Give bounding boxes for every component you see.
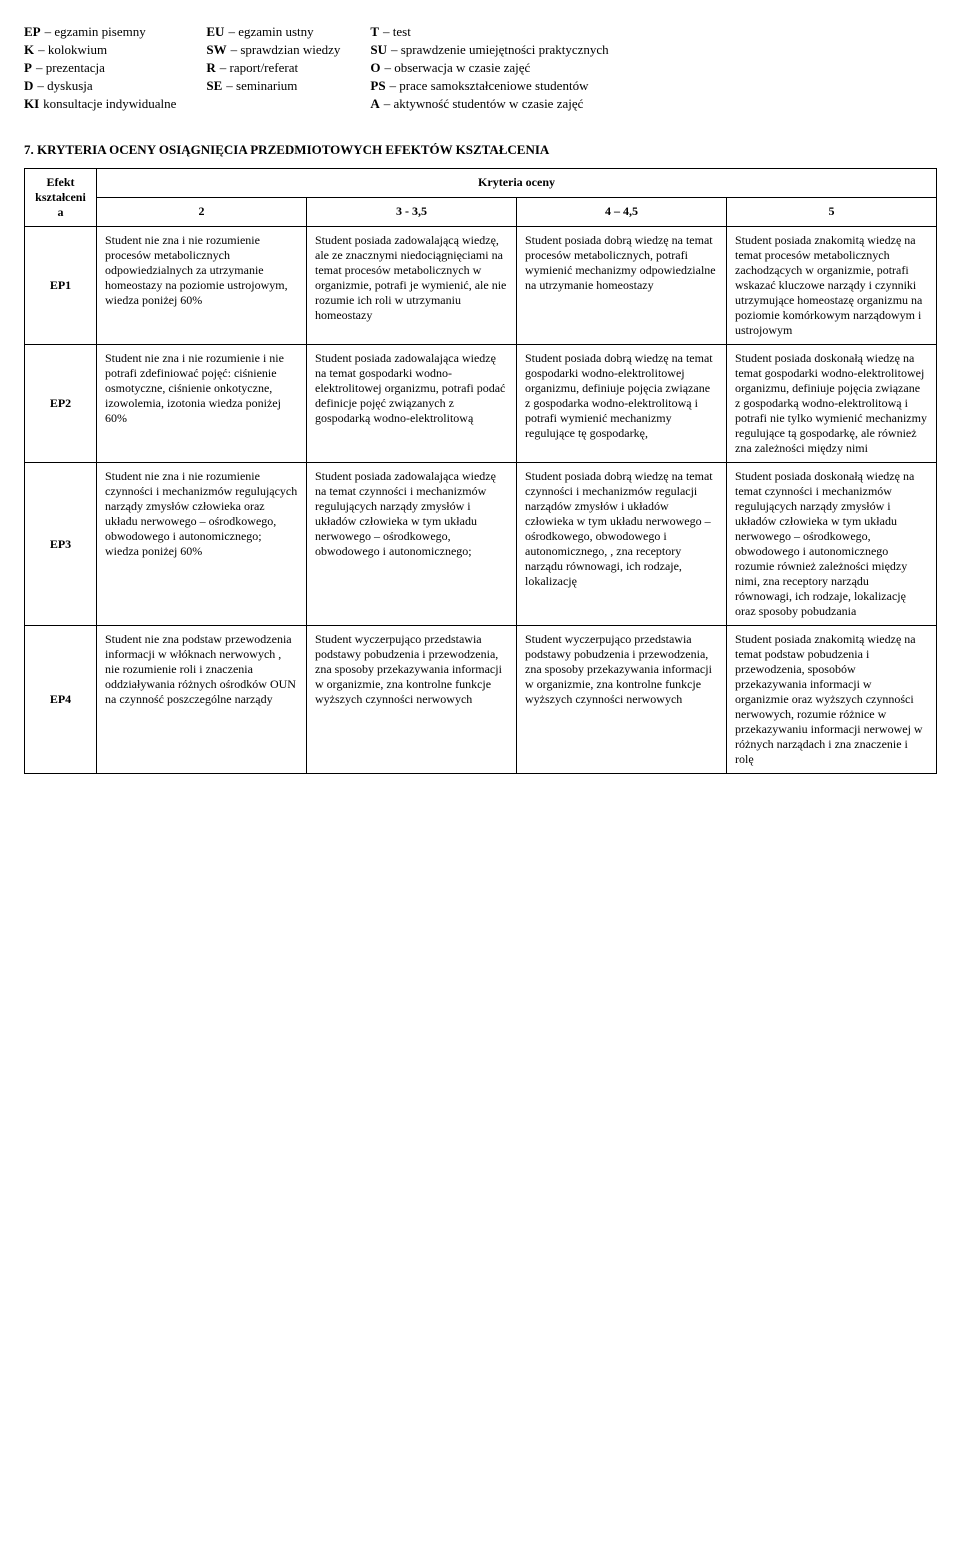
ep-label: EP1: [25, 227, 97, 345]
efekt-header: Efekt kształceni a: [25, 169, 97, 227]
legend-item: D – dyskusja: [24, 78, 176, 94]
legend-text: – test: [383, 24, 411, 40]
grade-header-row: 2 3 - 3,5 4 – 4,5 5: [25, 198, 937, 227]
legend-code: SE: [206, 78, 222, 94]
grade-header: 4 – 4,5: [517, 198, 727, 227]
ep-label: EP4: [25, 626, 97, 774]
legend-item: SW – sprawdzian wiedzy: [206, 42, 340, 58]
grade-header: 3 - 3,5: [307, 198, 517, 227]
criteria-cell: Student posiada zadowalającą wiedzę, ale…: [307, 227, 517, 345]
legend-item: KI konsultacje indywidualne: [24, 96, 176, 112]
criteria-cell: Student posiada dobrą wiedzę na temat pr…: [517, 227, 727, 345]
legend-text: – egzamin pisemny: [45, 24, 146, 40]
legend-code: SU: [370, 42, 387, 58]
criteria-cell: Student posiada dobrą wiedzę na temat cz…: [517, 463, 727, 626]
legend-code: SW: [206, 42, 226, 58]
table-row: EP4Student nie zna podstaw przewodzenia …: [25, 626, 937, 774]
legend-code: T: [370, 24, 379, 40]
legend-text: – dyskusja: [37, 78, 92, 94]
legend-col-3: T – test SU – sprawdzenie umiejętności pr…: [370, 24, 608, 112]
section-title: 7. KRYTERIA OCENY OSIĄGNIĘCIA PRZEDMIOTO…: [24, 142, 936, 158]
legend-text: – aktywność studentów w czasie zajęć: [384, 96, 584, 112]
legend-code: KI: [24, 96, 39, 112]
legend-item: R – raport/referat: [206, 60, 340, 76]
criteria-cell: Student posiada zadowalająca wiedzę na t…: [307, 463, 517, 626]
criteria-cell: Student posiada znakomitą wiedzę na tema…: [727, 227, 937, 345]
legend-item: EP – egzamin pisemny: [24, 24, 176, 40]
ep-label: EP2: [25, 345, 97, 463]
criteria-table: Efekt kształceni a Kryteria oceny 2 3 - …: [24, 168, 937, 774]
legend-code: P: [24, 60, 32, 76]
legend-text: – sprawdzenie umiejętności praktycznych: [391, 42, 609, 58]
legend-item: K – kolokwium: [24, 42, 176, 58]
legend-item: EU – egzamin ustny: [206, 24, 340, 40]
grade-header: 2: [97, 198, 307, 227]
legend-text: – prezentacja: [36, 60, 105, 76]
criteria-cell: Student posiada dobrą wiedzę na temat go…: [517, 345, 727, 463]
legend-col-1: EP – egzamin pisemny K – kolokwium P – pre…: [24, 24, 176, 112]
legend-text: konsultacje indywidualne: [43, 96, 176, 112]
legend-item: SU – sprawdzenie umiejętności praktyczny…: [370, 42, 608, 58]
legend-item: SE – seminarium: [206, 78, 340, 94]
legend-col-2: EU – egzamin ustnySW – sprawdzian wiedzy…: [206, 24, 340, 112]
criteria-cell: Student wyczerpująco przedstawia podstaw…: [517, 626, 727, 774]
legend-code: EP: [24, 24, 41, 40]
criteria-cell: Student nie zna i nie rozumienie czynnoś…: [97, 463, 307, 626]
kryteria-header: Kryteria oceny: [97, 169, 937, 198]
legend-item: T – test: [370, 24, 608, 40]
criteria-cell: Student nie zna i nie rozumienie procesó…: [97, 227, 307, 345]
legend-code: EU: [206, 24, 224, 40]
criteria-cell: Student posiada zadowalająca wiedzę na t…: [307, 345, 517, 463]
criteria-cell: Student posiada doskonałą wiedzę na tema…: [727, 463, 937, 626]
legend-text: – seminarium: [226, 78, 297, 94]
legend-text: – raport/referat: [220, 60, 298, 76]
legend-item: O – obserwacja w czasie zajęć: [370, 60, 608, 76]
criteria-cell: Student nie zna podstaw przewodzenia inf…: [97, 626, 307, 774]
legend-text: – prace samokształceniowe studentów: [390, 78, 589, 94]
legend-text: – egzamin ustny: [228, 24, 313, 40]
legend-code: O: [370, 60, 380, 76]
legend-item: A – aktywność studentów w czasie zajęć: [370, 96, 608, 112]
table-row: EP1Student nie zna i nie rozumienie proc…: [25, 227, 937, 345]
legend: EP – egzamin pisemny K – kolokwium P – pre…: [24, 24, 936, 112]
criteria-cell: Student nie zna i nie rozumienie i nie p…: [97, 345, 307, 463]
legend-code: R: [206, 60, 215, 76]
legend-code: K: [24, 42, 34, 58]
grade-header: 5: [727, 198, 937, 227]
legend-code: D: [24, 78, 33, 94]
legend-text: – sprawdzian wiedzy: [231, 42, 341, 58]
legend-item: PS – prace samokształceniowe studentów: [370, 78, 608, 94]
legend-item: P – prezentacja: [24, 60, 176, 76]
ep-label: EP3: [25, 463, 97, 626]
criteria-cell: Student wyczerpująco przedstawia podstaw…: [307, 626, 517, 774]
criteria-cell: Student posiada doskonałą wiedzę na tema…: [727, 345, 937, 463]
legend-code: PS: [370, 78, 385, 94]
table-row: EP3Student nie zna i nie rozumienie czyn…: [25, 463, 937, 626]
legend-text: – kolokwium: [38, 42, 107, 58]
legend-text: – obserwacja w czasie zajęć: [385, 60, 531, 76]
table-row: EP2Student nie zna i nie rozumienie i ni…: [25, 345, 937, 463]
criteria-cell: Student posiada znakomitą wiedzę na tema…: [727, 626, 937, 774]
legend-code: A: [370, 96, 379, 112]
